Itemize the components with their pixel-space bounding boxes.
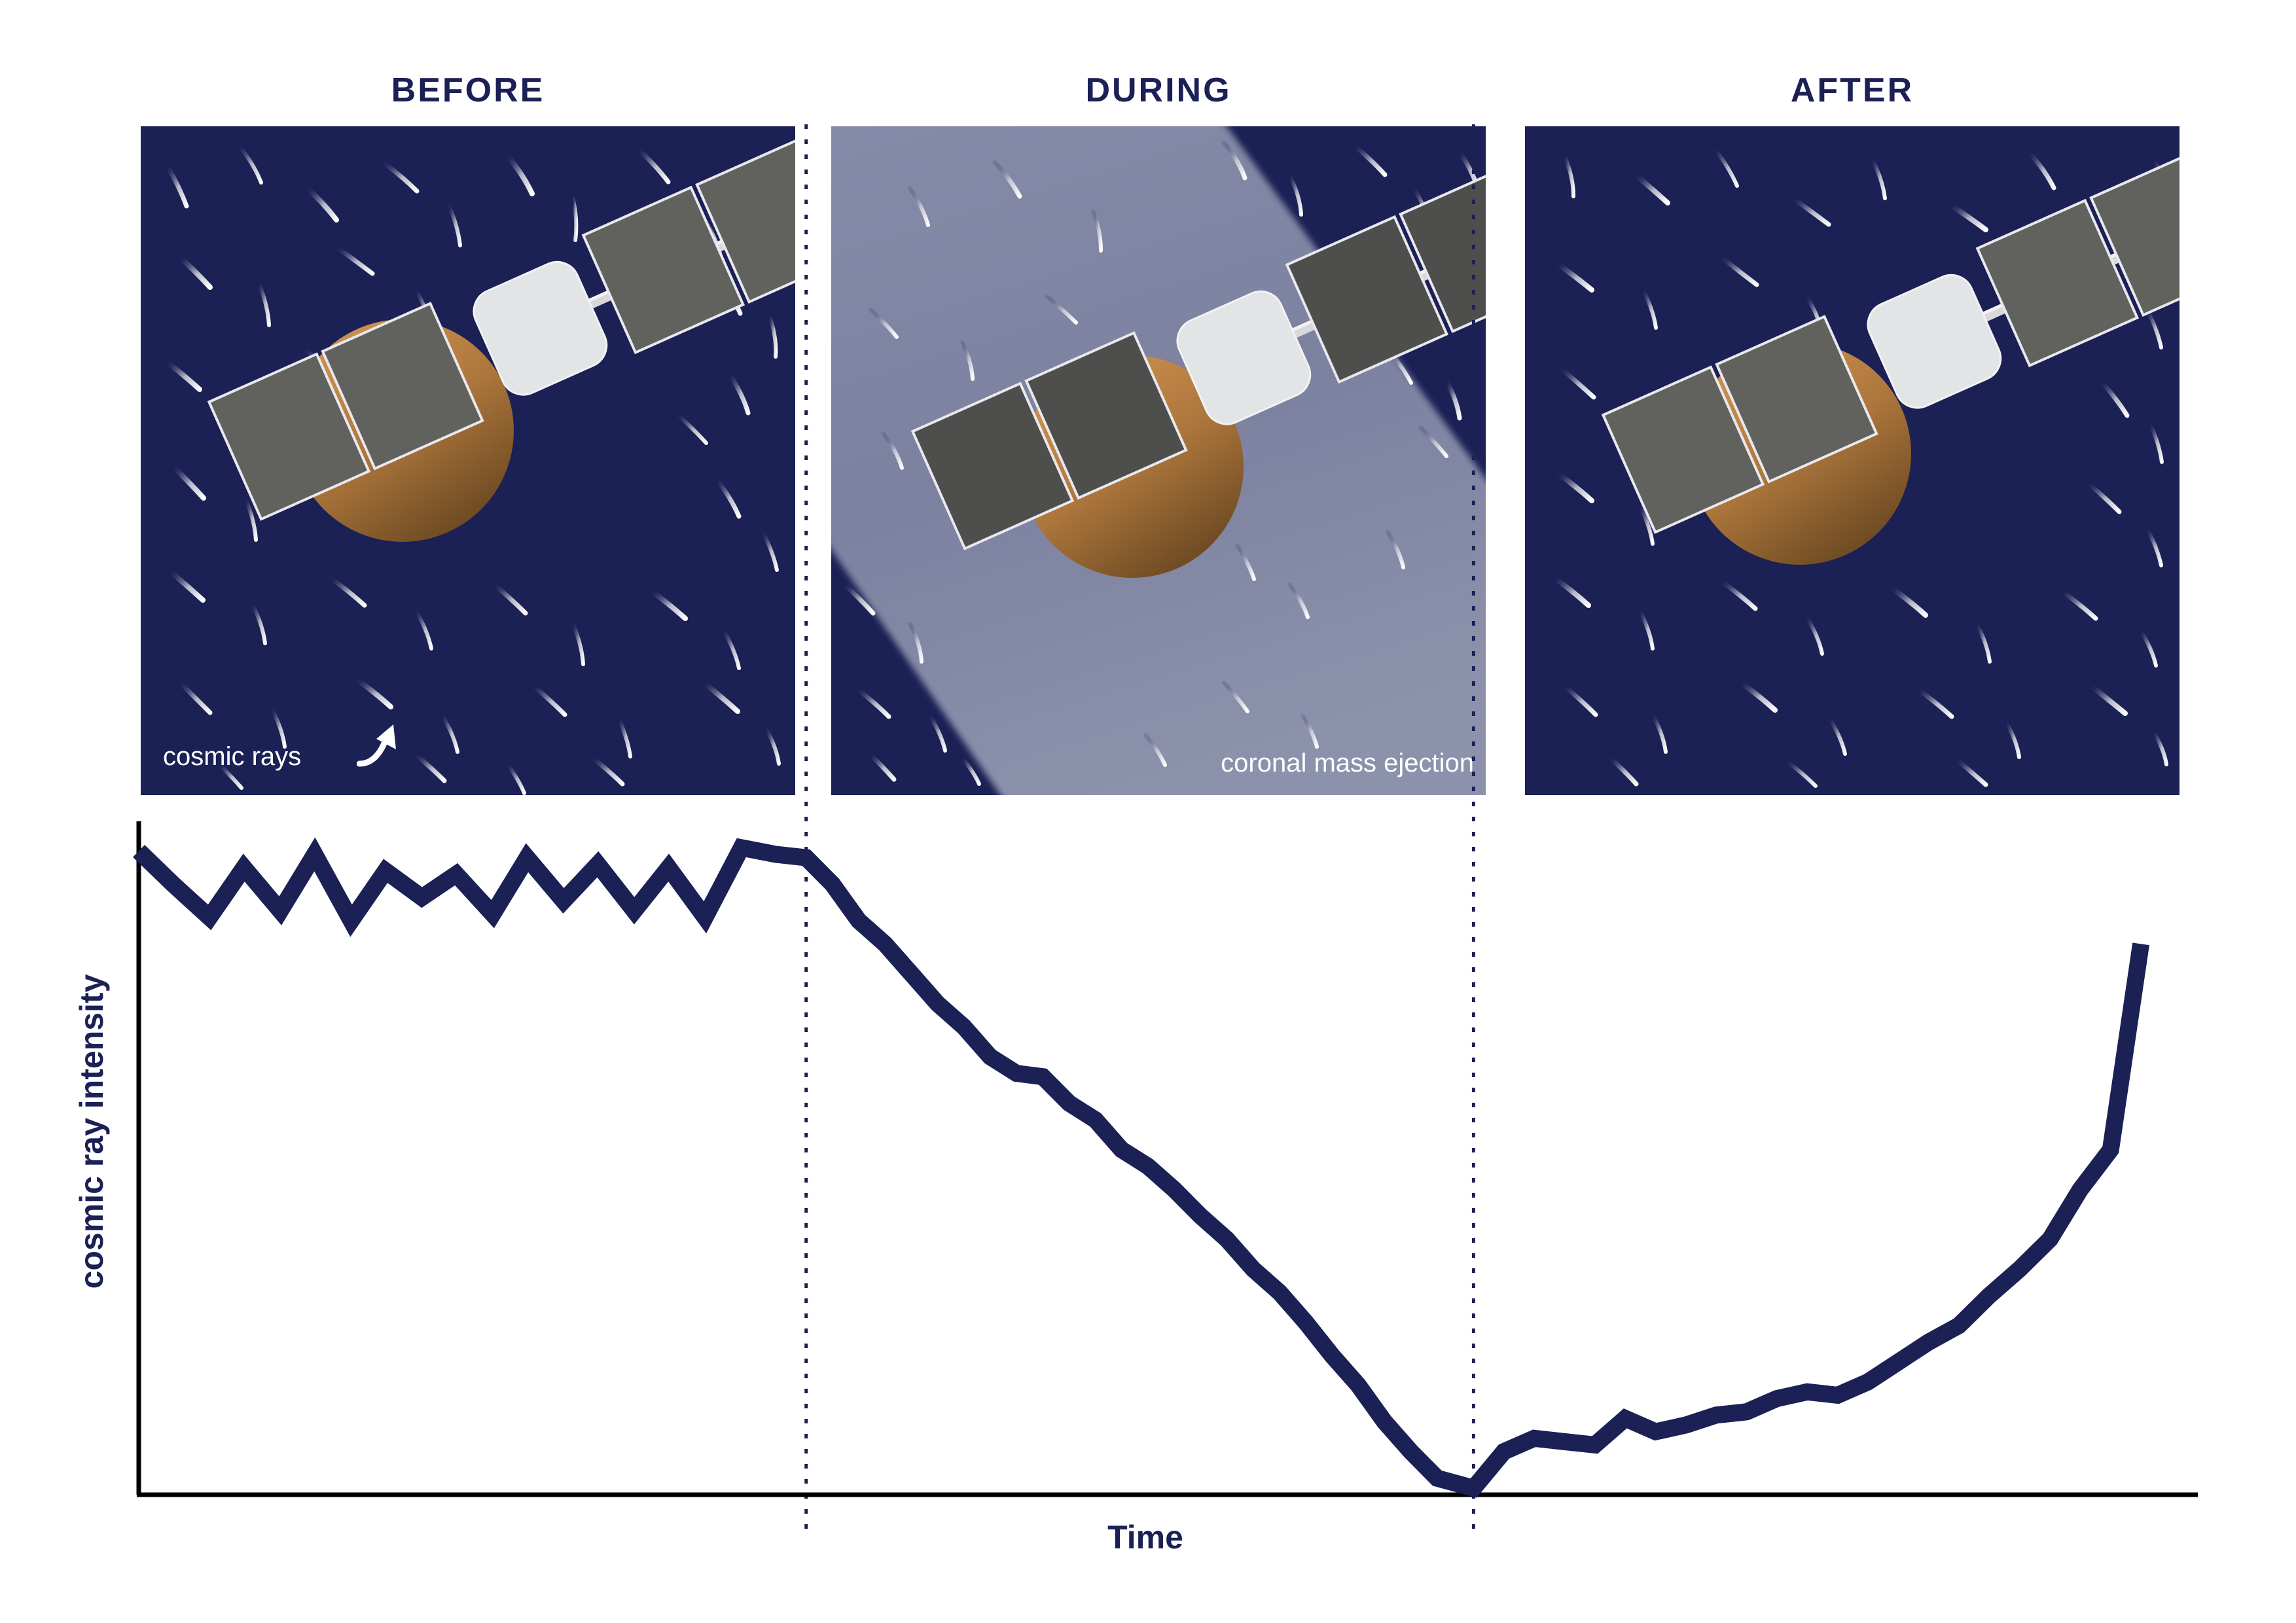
- satellite-icon: [207, 135, 795, 521]
- illustration-panel-during: coronal mass ejection: [831, 126, 1486, 795]
- satellite-icon: [1601, 148, 2179, 534]
- panel-title-during: DURING: [1085, 71, 1232, 109]
- illustration-panel-before: cosmic rays: [141, 126, 795, 795]
- panel-title-after: AFTER: [1790, 71, 1914, 109]
- illustration-panel-after: [1525, 126, 2179, 795]
- space-scene-during: [831, 126, 1486, 795]
- x-axis-label: Time: [1107, 1519, 1183, 1556]
- cosmic-ray-arrow-icon: [357, 724, 396, 767]
- panel-title-before: BEFORE: [391, 71, 545, 109]
- caption-cosmic-rays: cosmic rays: [163, 742, 302, 771]
- caption-coronal-mass-ejection: coronal mass ejection: [1221, 749, 1474, 777]
- y-axis-label: cosmic ray intensity: [73, 974, 110, 1289]
- space-scene-after: [1525, 126, 2179, 795]
- space-scene-before: [141, 126, 795, 795]
- cosmic-ray-intensity-curve: [132, 837, 2149, 1498]
- satellite-icon: [910, 164, 1486, 550]
